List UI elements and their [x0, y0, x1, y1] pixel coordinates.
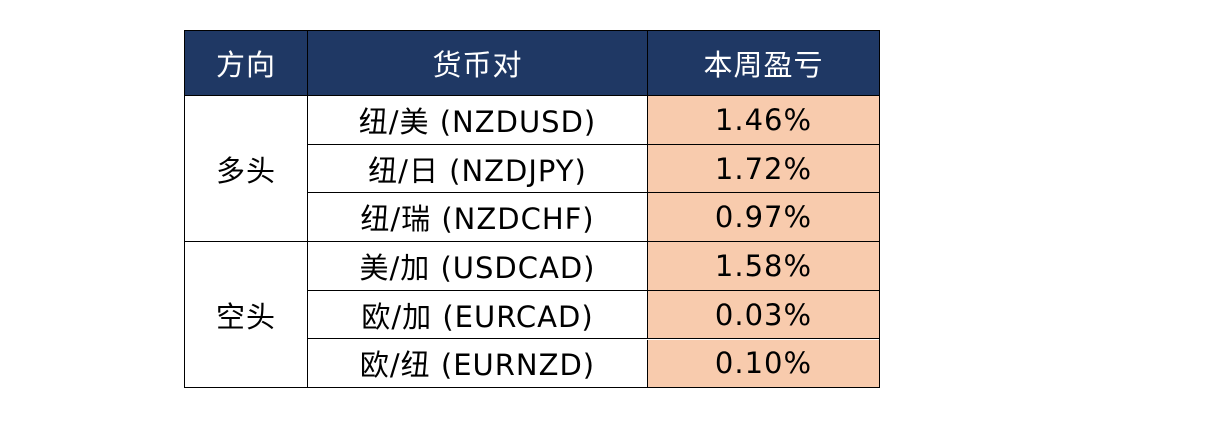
change-cell: 0.97% [648, 193, 879, 243]
pair-cell: 纽/美 (NZDUSD) [308, 96, 648, 145]
change-cell: 0.10% [648, 339, 879, 389]
pair-cell: 美/加 (USDCAD) [308, 242, 648, 291]
header-cell: 本周盈亏 [648, 31, 879, 96]
change-cell: 1.72% [648, 144, 879, 194]
change-cell: 1.58% [648, 242, 879, 291]
change-cell: 1.46% [648, 96, 879, 145]
pair-cell: 纽/日 (NZDJPY) [308, 144, 648, 194]
table: 方向 货币对 本周盈亏多头 纽/美 (NZDUSD) 1.46% 纽/日 (NZDJPY)… [184, 30, 880, 389]
header-cell: 货币对 [308, 31, 648, 96]
header-cell: 方向 [185, 31, 308, 96]
direction-cell: 空头 [185, 242, 308, 389]
direction-cell: 多头 [185, 96, 308, 243]
change-cell: 0.03% [648, 290, 879, 340]
pair-cell: 欧/纽 (EURNZD) [308, 339, 648, 389]
pair-cell: 纽/瑞 (NZDCHF) [308, 193, 648, 243]
pair-cell: 欧/加 (EURCAD) [308, 290, 648, 340]
